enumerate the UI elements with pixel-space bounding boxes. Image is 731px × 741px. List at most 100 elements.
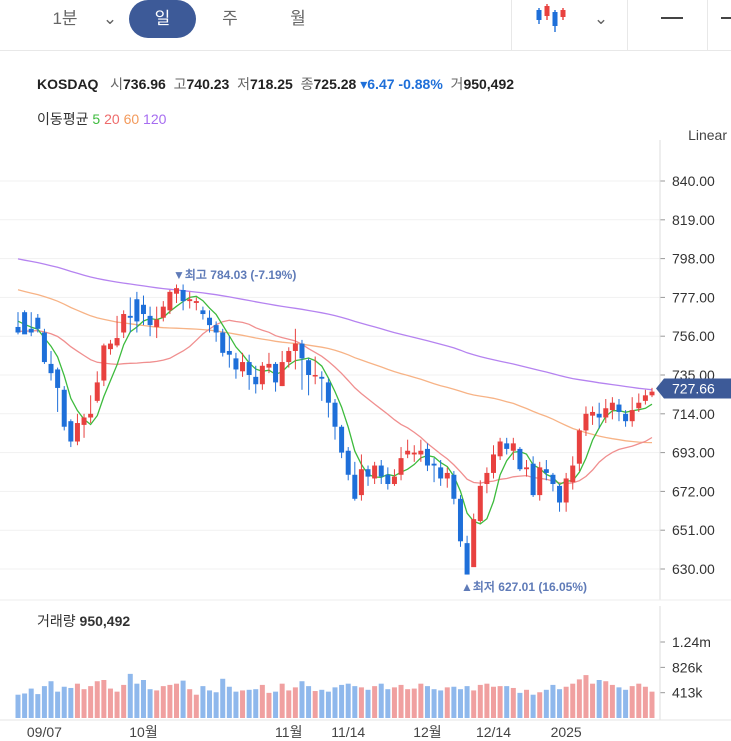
chart-type-dropdown-icon[interactable]: ⌄ <box>593 9 609 28</box>
tab-minute[interactable]: 1분 <box>52 9 78 28</box>
candle-body <box>352 474 358 499</box>
candle-body <box>127 315 133 318</box>
volume-bar <box>530 694 536 718</box>
candle <box>649 387 655 398</box>
tab-week[interactable]: 주 <box>222 9 238 28</box>
candle <box>240 352 246 377</box>
x-tick-label: 09/07 <box>27 724 62 740</box>
volume-tick-label: 826k <box>672 659 703 675</box>
volume-bar <box>88 686 94 718</box>
volume-bar <box>576 679 582 718</box>
candle <box>576 428 582 472</box>
candle <box>358 454 364 501</box>
volume-bar <box>41 686 47 718</box>
volume-bar <box>345 683 351 718</box>
x-tick-label: 11월 <box>275 724 302 740</box>
scale-mode-label[interactable]: Linear <box>688 127 727 143</box>
candle <box>372 461 378 485</box>
ma-title: 이동평균 <box>37 111 89 127</box>
volume-bar <box>147 689 153 718</box>
candle-body <box>339 426 345 453</box>
candle <box>28 312 34 337</box>
tab-month[interactable]: 월 <box>290 9 306 28</box>
candle-body <box>180 290 186 302</box>
candle <box>61 386 67 431</box>
candle <box>457 495 463 547</box>
volume-bar <box>438 690 444 718</box>
divider <box>511 0 512 50</box>
x-tick-label: 12월 <box>413 724 441 740</box>
menu-icon[interactable] <box>721 17 731 19</box>
candle <box>147 306 153 337</box>
price-tick-label: 756.00 <box>672 328 715 344</box>
volume-bar <box>259 684 265 718</box>
volume-bar <box>583 675 589 718</box>
candle-body <box>41 332 47 363</box>
volume-bar <box>517 692 523 718</box>
candle <box>636 393 642 412</box>
high-label: 고 <box>173 76 187 92</box>
candle-body <box>378 465 384 477</box>
candle <box>491 445 496 479</box>
volume-bar <box>114 691 120 718</box>
change-percent: -0.88% <box>398 76 443 92</box>
volume-bar <box>286 690 292 718</box>
candle <box>259 362 265 390</box>
candle-body <box>530 463 536 496</box>
candle <box>590 406 596 425</box>
volume-bar <box>596 680 602 718</box>
candle-body <box>385 474 391 485</box>
candle-body <box>167 291 173 311</box>
candle-body <box>259 365 265 385</box>
candle <box>484 467 490 494</box>
candle-body <box>240 362 246 372</box>
candle <box>378 459 384 485</box>
candle <box>517 447 523 472</box>
volume-bar <box>81 689 87 718</box>
close-value: 725.28 <box>313 76 357 92</box>
candle <box>121 310 127 339</box>
candle <box>74 413 80 446</box>
candle-body <box>107 343 113 350</box>
candle-body <box>642 395 648 401</box>
candle-body <box>286 350 292 363</box>
candle-body <box>583 413 589 431</box>
candle-body <box>524 467 530 470</box>
candle <box>451 471 457 505</box>
candle <box>504 437 510 455</box>
volume-bar <box>504 686 510 718</box>
candle-body <box>48 363 54 374</box>
candle <box>319 371 325 401</box>
candle-body <box>590 411 596 416</box>
volume-bar <box>134 683 140 718</box>
minute-dropdown-icon[interactable]: ⌄ <box>102 9 118 28</box>
volume-bar <box>220 678 226 718</box>
tab-day[interactable]: 일 <box>129 0 196 38</box>
candle-body <box>471 519 477 568</box>
candle-body <box>174 288 179 294</box>
candle-body <box>68 421 74 442</box>
candle <box>193 297 199 311</box>
volume-bar <box>411 688 417 718</box>
candle-body <box>213 325 219 333</box>
candle-body <box>457 498 463 542</box>
volume-bar <box>557 689 563 718</box>
candle-body <box>358 469 364 496</box>
volume-bar <box>193 694 199 718</box>
candle-body <box>517 448 523 470</box>
volume-bar <box>319 689 325 718</box>
minimize-icon[interactable] <box>661 17 683 19</box>
candle <box>213 321 219 342</box>
candle <box>385 467 391 490</box>
candle <box>642 389 648 405</box>
candle <box>477 480 483 523</box>
candle-body <box>576 430 582 464</box>
candle-body <box>623 413 629 422</box>
candlestick-icon[interactable] <box>533 2 569 36</box>
moving-average-legend[interactable]: 이동평균 5 20 60 120 <box>37 109 166 129</box>
candle-body <box>94 382 100 401</box>
current-price-tag <box>656 378 731 399</box>
candle <box>623 410 629 427</box>
volume-bar <box>226 686 232 718</box>
